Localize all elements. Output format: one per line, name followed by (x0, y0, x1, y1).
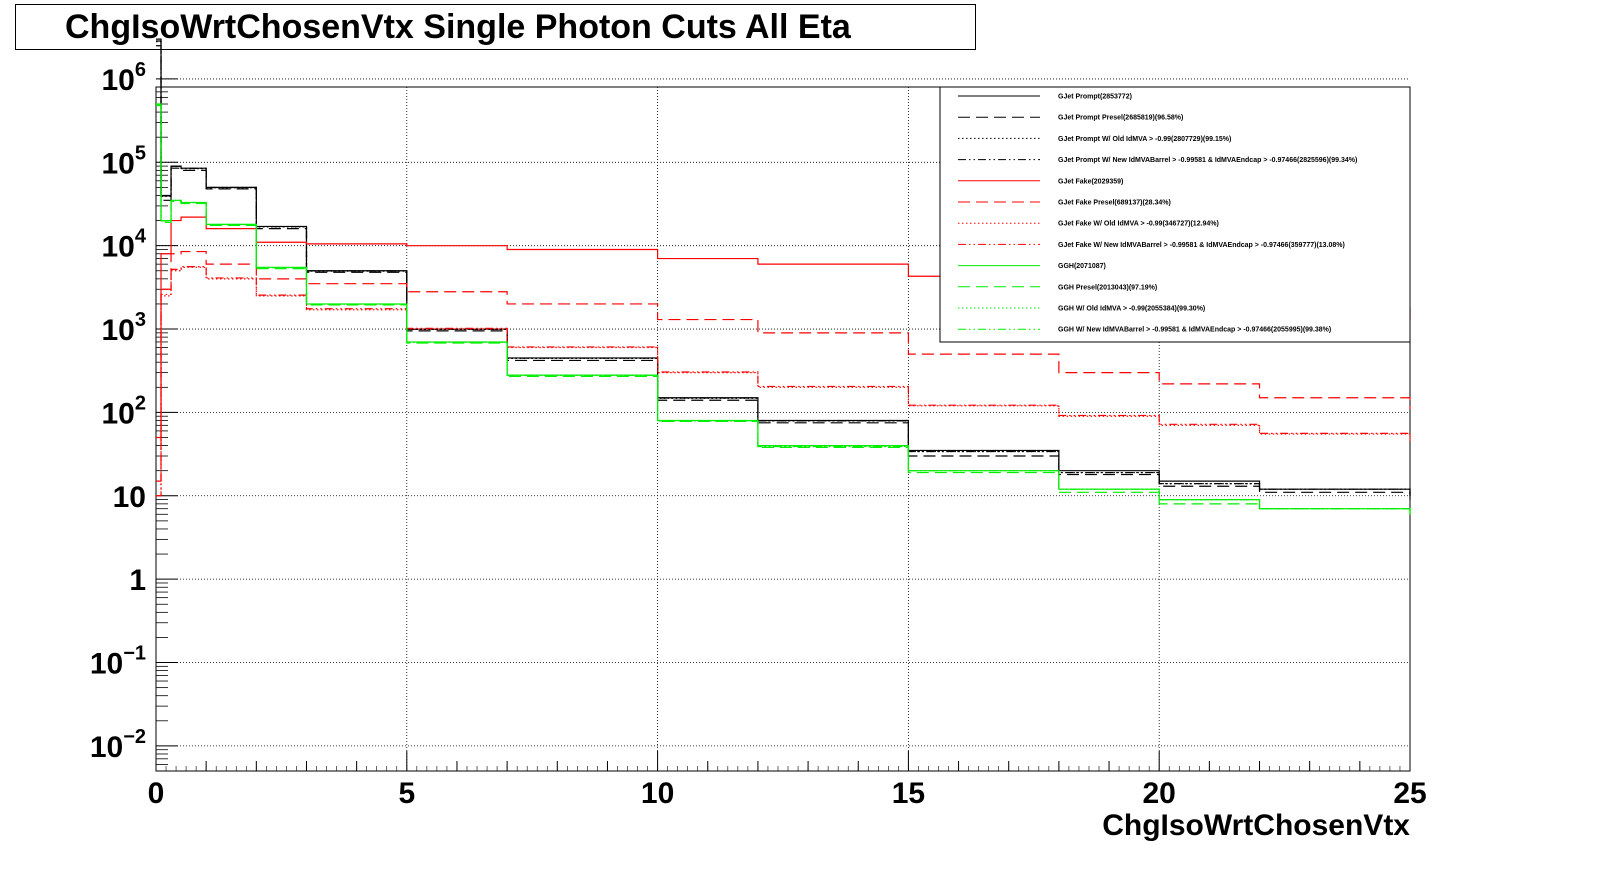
y-tick-exponent: 3 (135, 309, 146, 331)
legend-label: GJet Prompt Presel(2685819)(96.58%) (1058, 115, 1183, 122)
x-tick-label: 15 (892, 777, 925, 810)
y-tick-base: 10 (102, 231, 135, 264)
y-tick-base: 10 (113, 481, 146, 514)
y-tick-exponent: 5 (135, 142, 146, 164)
y-tick-label: 103 (102, 309, 147, 347)
chart-title: ChgIsoWrtChosenVtx Single Photon Cuts Al… (15, 4, 976, 50)
y-tick-label: 104 (102, 226, 147, 264)
y-tick-exponent: 6 (135, 59, 146, 81)
legend-label: GJet Fake W/ New IdMVABarrel > -0.99581 … (1058, 242, 1345, 249)
y-tick-base: 10 (90, 648, 123, 681)
y-tick-base: 10 (90, 731, 123, 764)
plot-frame (155, 86, 1411, 772)
series-layer (156, 38, 1411, 515)
legend-label: GGH W/ Old IdMVA > -0.99(2055384)(99.30%… (1058, 306, 1205, 313)
y-tick-exponent: −2 (123, 726, 146, 748)
y-tick-label: 10−2 (90, 726, 146, 764)
x-tick-label: 0 (148, 777, 165, 810)
series-line (156, 103, 1411, 515)
series-line (156, 266, 1411, 497)
y-tick-label: 10−1 (90, 643, 146, 681)
legend-box (939, 86, 1411, 343)
legend-label: GGH(2071087) (1058, 263, 1106, 270)
y-tick-base: 10 (102, 64, 135, 97)
legend-label: GJet Fake W/ Old IdMVA > -0.99(346727)(1… (1058, 221, 1219, 228)
legend: GJet Prompt(2853772) GJet Prompt Presel(2… (939, 86, 1411, 343)
x-tick-labels: 0 5 10 15 20 25 (148, 777, 1427, 810)
y-tick-label: 10 (113, 481, 146, 514)
y-tick-base: 10 (102, 314, 135, 347)
y-tick-exponent: 2 (135, 392, 146, 414)
y-tick-base: 10 (102, 397, 135, 430)
x-tick-label: 20 (1143, 777, 1176, 810)
y-tick-label: 102 (102, 392, 147, 430)
y-tick-base: 10 (102, 147, 135, 180)
y-tick-base: 1 (129, 564, 146, 597)
legend-label: GJet Prompt W/ New IdMVABarrel > -0.9958… (1058, 157, 1357, 164)
series-line (156, 103, 1411, 515)
y-tick-exponent: 4 (135, 226, 147, 248)
y-tick-label: 1 (129, 564, 146, 597)
y-tick-label: 106 (102, 59, 147, 97)
y-tick-label: 105 (102, 142, 147, 180)
axis-ticks (155, 78, 1411, 772)
legend-label: GGH W/ New IdMVABarrel > -0.99581 & IdMV… (1058, 327, 1331, 334)
x-tick-label: 10 (641, 777, 674, 810)
series-line (156, 250, 1411, 482)
y-tick-exponent: −1 (123, 643, 146, 665)
legend-label: GJet Fake(2029359) (1058, 178, 1123, 185)
legend-label: GJet Fake Presel(689137)(28.34%) (1058, 200, 1171, 207)
x-axis-title: ChgIsoWrtChosenVtx (1102, 809, 1410, 842)
legend-label: GJet Prompt W/ Old IdMVA > -0.99(2807729… (1058, 136, 1231, 143)
legend-label: GJet Prompt(2853772) (1058, 94, 1132, 101)
legend-label: GGH Presel(2013043)(97.19%) (1058, 284, 1157, 291)
x-tick-label: 5 (398, 777, 415, 810)
x-tick-label: 25 (1393, 777, 1426, 810)
